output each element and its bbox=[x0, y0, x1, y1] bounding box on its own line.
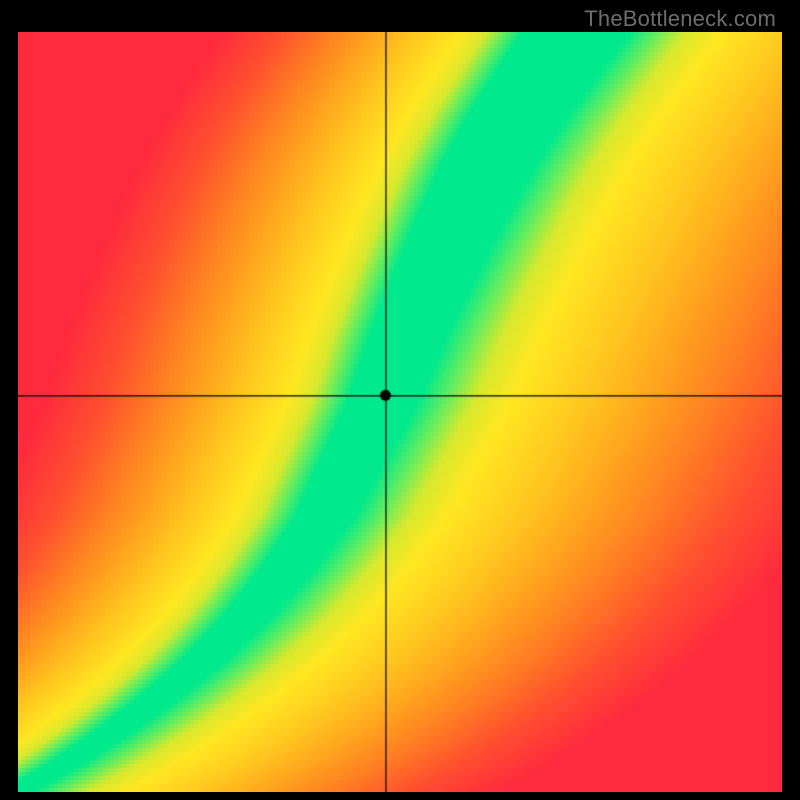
bottleneck-heatmap bbox=[18, 32, 782, 792]
watermark-text: TheBottleneck.com bbox=[584, 6, 776, 32]
chart-container: { "watermark": { "text": "TheBottleneck.… bbox=[0, 0, 800, 800]
